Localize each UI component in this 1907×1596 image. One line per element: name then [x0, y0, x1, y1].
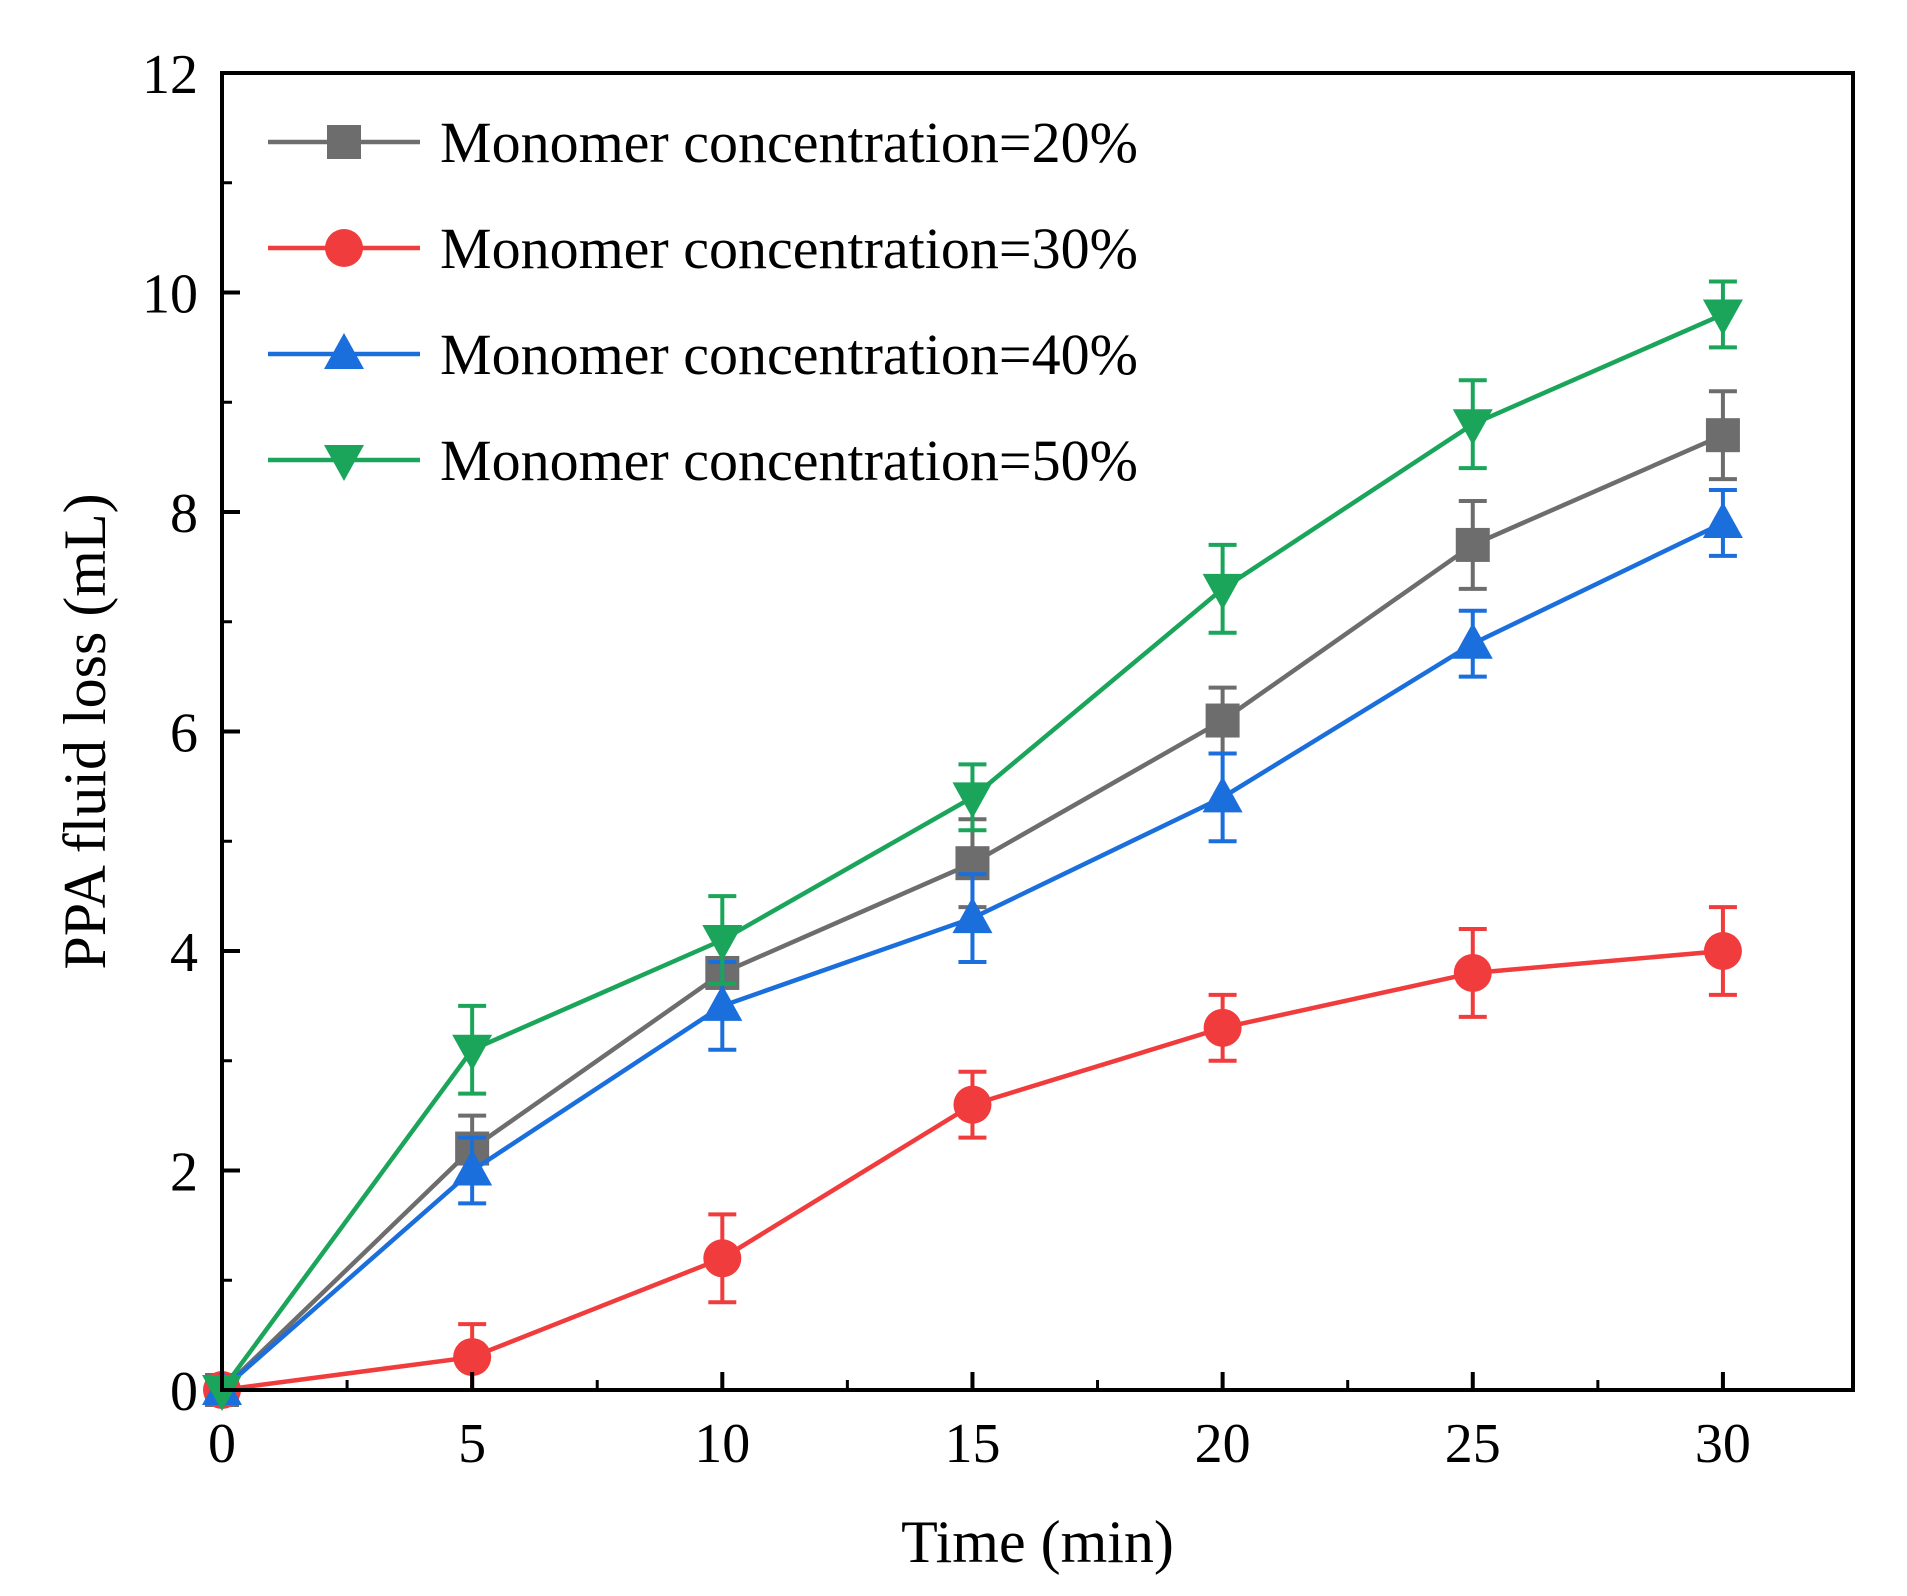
- triangle-down-marker: [1702, 299, 1743, 336]
- triangle-down-marker: [202, 1375, 242, 1411]
- y-axis-label: PPA fluid loss (mL): [52, 493, 118, 969]
- series-3: [202, 488, 1743, 1405]
- legend-entry: Monomer concentration=30%: [268, 216, 1138, 281]
- legend-entry: Monomer concentration=50%: [268, 428, 1138, 493]
- series-layer: [202, 279, 1743, 1411]
- triangle-down-marker: [452, 1034, 493, 1071]
- legend-label: Monomer concentration=20%: [440, 110, 1138, 175]
- legend-label: Monomer concentration=30%: [440, 216, 1138, 281]
- x-tick-label: 10: [694, 1413, 750, 1475]
- x-tick-label: 30: [1695, 1413, 1751, 1475]
- square-marker: [1705, 418, 1740, 453]
- legend-label: Monomer concentration=50%: [440, 428, 1138, 493]
- legend-entry: Monomer concentration=40%: [268, 322, 1138, 387]
- x-tick-label: 25: [1445, 1413, 1501, 1475]
- axes-layer: 0 5 10 15 20 25 30 0 2 4 6 8 10 12: [142, 44, 1751, 1475]
- triangle-up-marker: [952, 897, 993, 934]
- circle-marker: [1453, 953, 1492, 992]
- square-marker: [1205, 703, 1240, 738]
- x-tick-label: 5: [458, 1413, 486, 1475]
- triangle-down-marker: [324, 445, 364, 481]
- circle-marker: [453, 1338, 492, 1377]
- y-tick-label: 8: [170, 483, 198, 545]
- square-marker: [1455, 527, 1490, 562]
- triangle-down-marker: [702, 925, 743, 962]
- circle-marker: [703, 1239, 742, 1278]
- legend-entry: Monomer concentration=20%: [268, 110, 1138, 175]
- legend-label: Monomer concentration=40%: [440, 322, 1138, 387]
- y-tick-label: 10: [142, 264, 198, 326]
- triangle-up-marker: [702, 984, 743, 1021]
- y-tick-label: 4: [170, 922, 198, 984]
- triangle-up-marker: [452, 1149, 493, 1186]
- x-tick-label: 20: [1195, 1413, 1251, 1475]
- triangle-up-marker: [1452, 622, 1493, 659]
- triangle-up-marker: [1702, 501, 1743, 538]
- x-tick-label: 0: [208, 1413, 236, 1475]
- y-tick-label: 0: [170, 1361, 198, 1423]
- y-tick-label: 2: [170, 1142, 198, 1204]
- x-tick-label: 15: [944, 1413, 1000, 1475]
- triangle-up-marker: [1202, 776, 1243, 813]
- square-marker: [327, 125, 361, 159]
- triangle-up-marker: [324, 333, 364, 369]
- circle-marker: [1203, 1008, 1242, 1047]
- triangle-down-marker: [1452, 409, 1493, 446]
- triangle-down-marker: [1202, 573, 1243, 610]
- legend: Monomer concentration=20% Monomer concent…: [268, 110, 1138, 493]
- triangle-down-marker: [952, 782, 993, 819]
- circle-marker: [1703, 932, 1742, 970]
- circle-marker: [325, 229, 363, 267]
- circle-marker: [953, 1085, 992, 1124]
- y-tick-label: 6: [170, 703, 198, 765]
- series-4: [202, 279, 1743, 1411]
- x-axis-label: Time (min): [901, 1509, 1174, 1575]
- y-tick-label: 12: [142, 44, 198, 106]
